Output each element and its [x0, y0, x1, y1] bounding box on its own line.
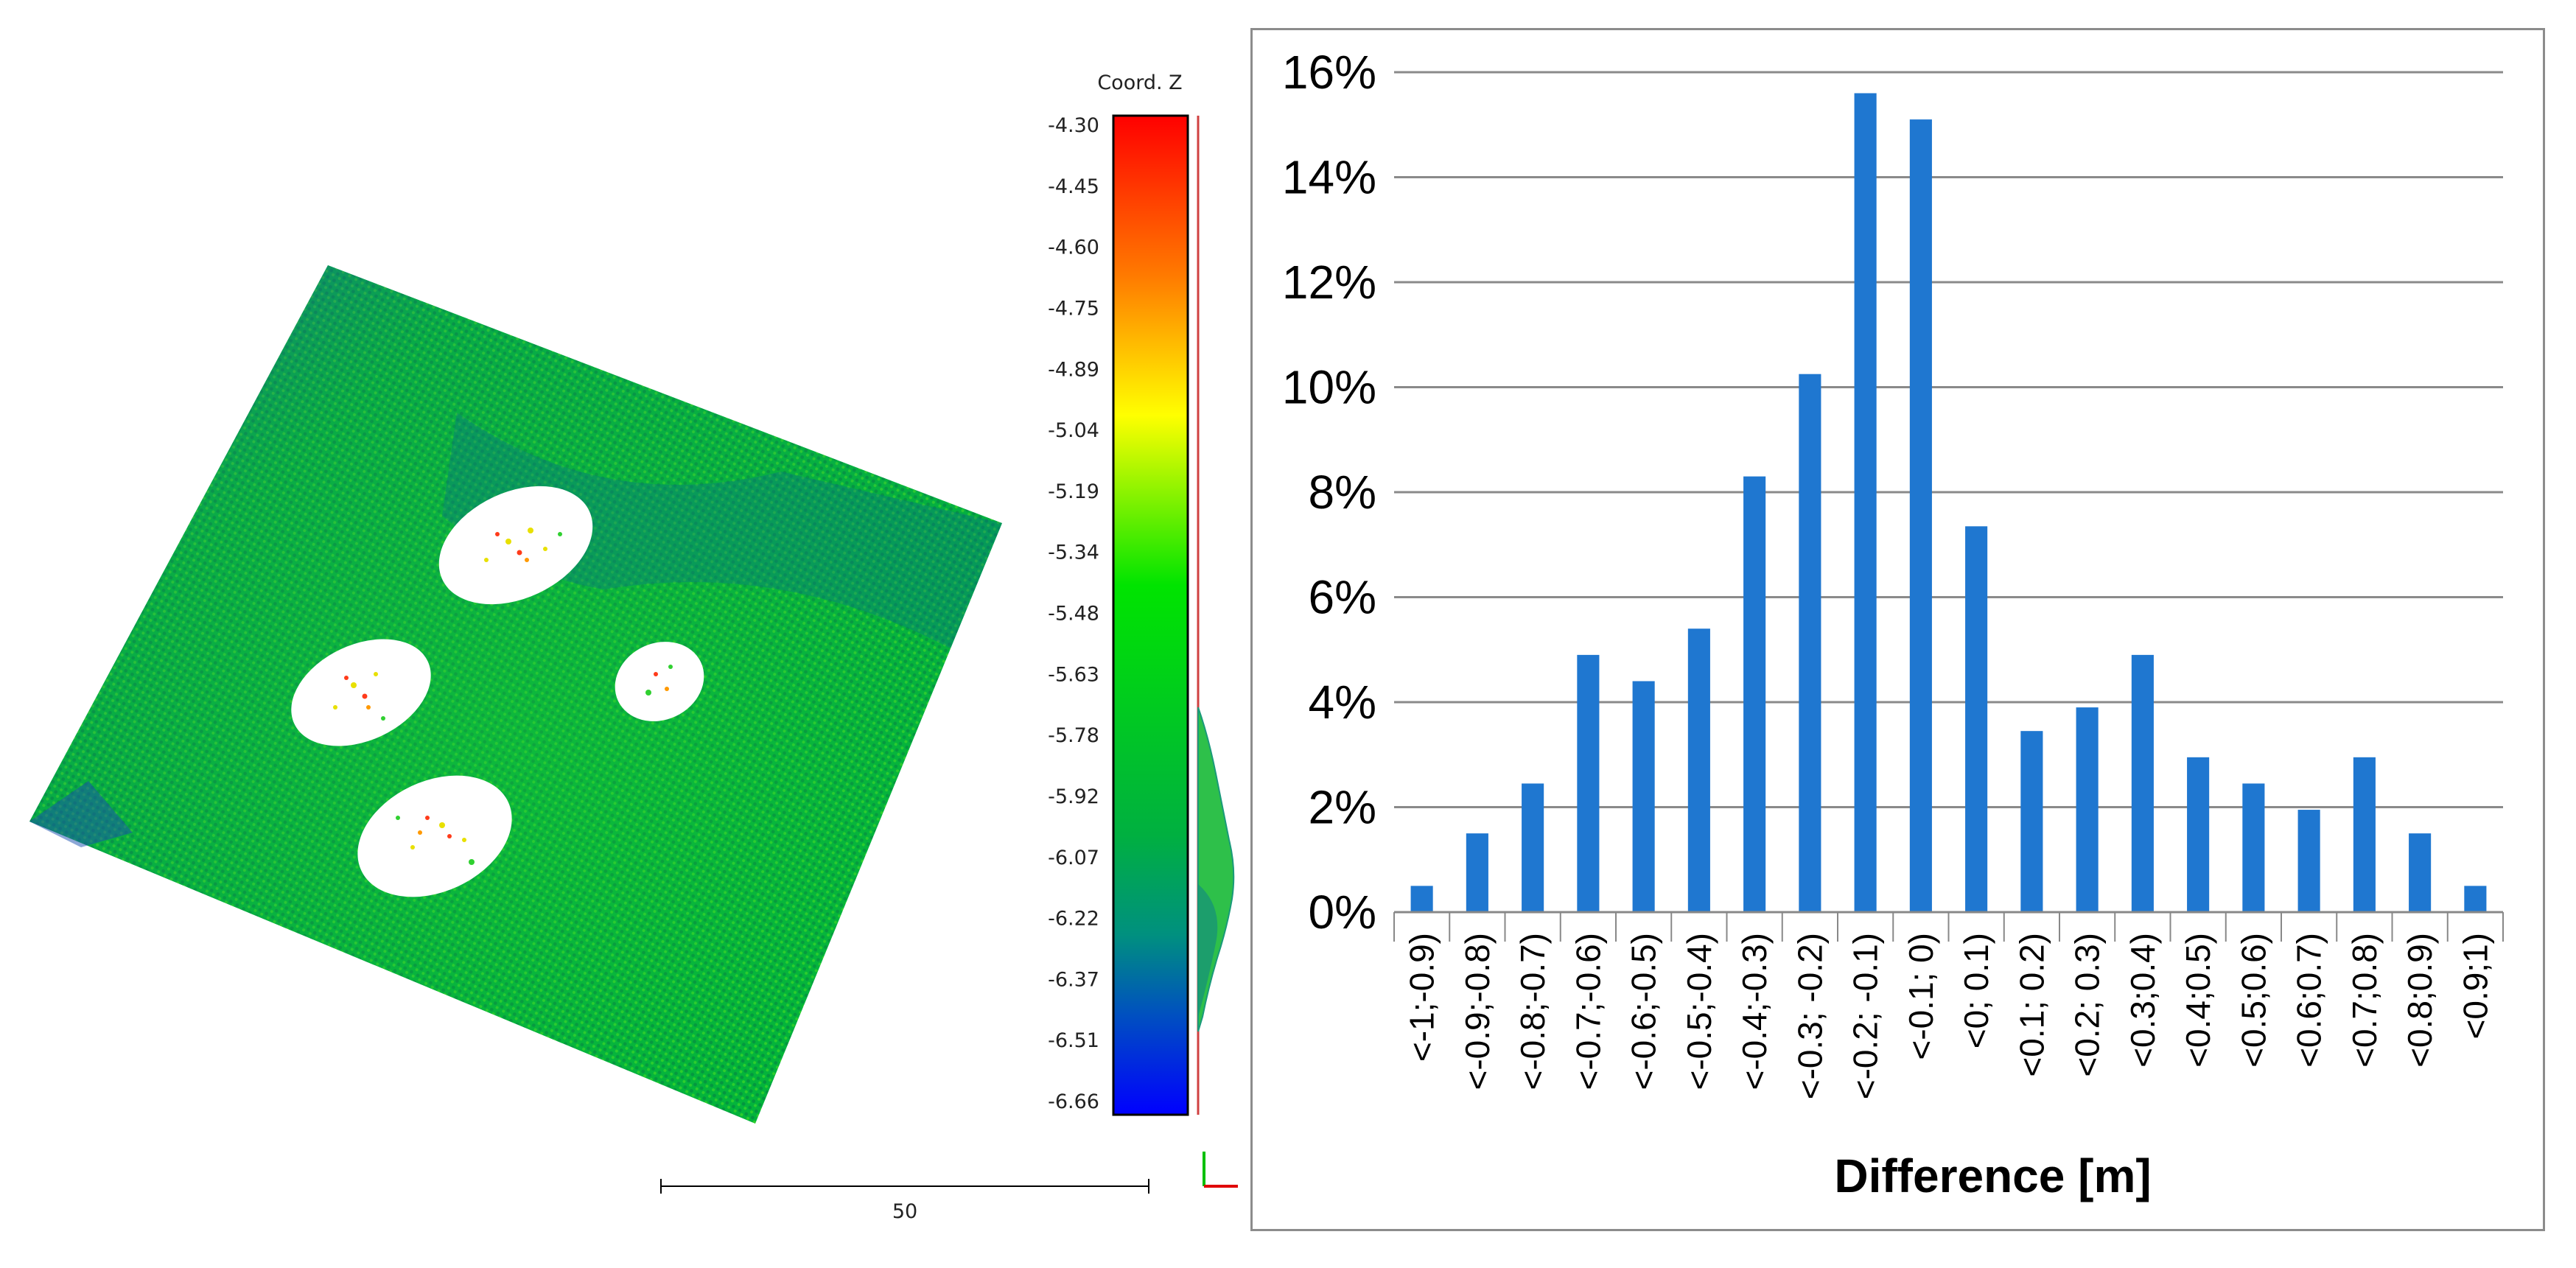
- x-tick-label: <0.3;0.4): [2124, 933, 2162, 1068]
- bar: [1687, 628, 1710, 912]
- y-tick-label: 12%: [1282, 256, 1376, 309]
- bar: [1466, 833, 1488, 912]
- x-tick-label: <0.6;0.7): [2290, 933, 2328, 1068]
- color-scale-gradient: [1112, 114, 1189, 1116]
- x-tick-label: <-0.1; 0): [1902, 933, 1940, 1060]
- color-scale-label: -4.89: [1048, 358, 1099, 381]
- x-tick-label: <-0.8;-0.7): [1513, 933, 1552, 1090]
- bar: [2353, 757, 2376, 912]
- x-tick-label: <-0.5;-0.4): [1680, 933, 1718, 1090]
- bar: [2076, 707, 2099, 912]
- bar: [2464, 886, 2487, 912]
- point-cloud-gaps: [291, 486, 704, 897]
- x-tick-label: <0.4;0.5): [2179, 933, 2217, 1068]
- color-scale-label: -5.04: [1048, 419, 1099, 442]
- bar: [1799, 374, 1821, 912]
- point-cloud-view[interactable]: Coord. Z -4.30-4.45-4.60-4.75-4.89-5.04-…: [0, 0, 1253, 1264]
- bar: [2242, 783, 2265, 912]
- bar: [1909, 119, 1932, 912]
- color-scale-label: -6.51: [1048, 1029, 1099, 1052]
- axes-gizmo-icon: [1203, 1152, 1238, 1188]
- y-tick-label: 0%: [1309, 886, 1377, 939]
- y-tick-label: 4%: [1309, 676, 1377, 729]
- y-tick-label: 10%: [1282, 361, 1376, 414]
- chart-panel: 0% 2% 4% 6% 8% 10% 12% 14% 16% <-1;-0.9) <-0.9;-0…: [1250, 28, 2545, 1231]
- color-scale-label: -6.07: [1048, 847, 1099, 869]
- color-scale-label: -4.60: [1048, 237, 1099, 259]
- x-axis-title: Difference [m]: [1834, 1149, 2151, 1202]
- x-tick-label: <-0.7;-0.6): [1569, 933, 1607, 1090]
- color-scale-label: -5.63: [1048, 663, 1099, 686]
- x-tick-label: <0.7;0.8): [2345, 933, 2384, 1068]
- bar: [2409, 833, 2432, 912]
- color-scale-label: -6.37: [1048, 968, 1099, 991]
- y-tick-label: 8%: [1309, 466, 1377, 519]
- x-axis-ticks: <-1;-0.9) <-0.9;-0.8) <-0.8;-0.7) <-0.7;-0.…: [1393, 912, 2504, 1099]
- y-tick-label: 2%: [1309, 781, 1377, 834]
- x-tick-label: <-0.4;-0.3): [1735, 933, 1774, 1090]
- bar: [2020, 731, 2043, 912]
- color-scale-label: -6.66: [1048, 1090, 1099, 1113]
- bar: [1577, 654, 1600, 912]
- point-cloud-panel: Coord. Z -4.30 -4.45 -4.60 -4.75 -4.89 -5.04-…: [0, 0, 1253, 1264]
- color-scale: Coord. Z -4.30-4.45-4.60-4.75-4.89-5.04-…: [1048, 71, 1235, 1116]
- color-scale-label: -5.19: [1048, 480, 1099, 503]
- color-scale-label: -4.30: [1048, 114, 1099, 137]
- color-scale-title: Coord. Z: [1097, 71, 1182, 94]
- bars: [1410, 93, 2487, 912]
- y-axis-ticks: 0% 2% 4% 6% 8% 10% 12% 14% 16%: [1282, 46, 1376, 939]
- bar: [1410, 886, 1433, 912]
- bar: [2297, 810, 2320, 912]
- x-tick-label: <-0.9;-0.8): [1458, 933, 1497, 1090]
- bar: [2187, 757, 2210, 912]
- color-scale-label: -6.22: [1048, 908, 1099, 931]
- color-scale-label: -5.34: [1048, 542, 1099, 564]
- x-tick-label: <0.1; 0.2): [2012, 933, 2051, 1077]
- y-tick-label: 6%: [1309, 571, 1377, 624]
- color-scale-labels: -4.30 -4.45 -4.60 -4.75 -4.89 -5.04 -5.19 -5.34…: [1048, 114, 1099, 1113]
- color-scale-label: -4.45: [1048, 175, 1099, 198]
- bar: [2131, 654, 2154, 912]
- point-cloud: [29, 265, 1002, 1124]
- x-tick-label: <0; 0.1): [1957, 933, 1995, 1048]
- color-scale-label: -5.92: [1048, 785, 1099, 808]
- scale-bar: 50: [660, 1179, 1149, 1223]
- bar: [1632, 681, 1655, 912]
- x-tick-label: <0.9;1): [2456, 933, 2494, 1040]
- x-tick-label: <0.2; 0.3): [2068, 933, 2107, 1077]
- bar: [1854, 93, 1877, 912]
- x-tick-label: <-0.2; -0.1): [1847, 933, 1885, 1099]
- color-scale-label: -5.78: [1048, 724, 1099, 747]
- difference-bar-chart: 0% 2% 4% 6% 8% 10% 12% 14% 16% <-1;-0.9) <-0.9;-0…: [1282, 46, 2504, 1202]
- color-scale-label: -5.48: [1048, 603, 1099, 626]
- x-tick-label: <-0.6;-0.5): [1625, 933, 1663, 1090]
- gridlines: [1394, 71, 2503, 808]
- bar: [1522, 783, 1544, 912]
- y-tick-label: 16%: [1282, 46, 1376, 99]
- x-tick-label: <0.5;0.6): [2234, 933, 2272, 1068]
- scale-bar-label: 50: [892, 1200, 917, 1223]
- y-tick-label: 14%: [1282, 151, 1376, 204]
- bar: [1743, 476, 1766, 912]
- color-scale-label: -4.75: [1048, 297, 1099, 320]
- x-tick-label: <0.8;0.9): [2401, 933, 2439, 1068]
- x-tick-label: <-0.3; -0.2): [1791, 933, 1829, 1099]
- bar: [1965, 526, 1988, 912]
- x-tick-label: <-1;-0.9): [1403, 933, 1441, 1062]
